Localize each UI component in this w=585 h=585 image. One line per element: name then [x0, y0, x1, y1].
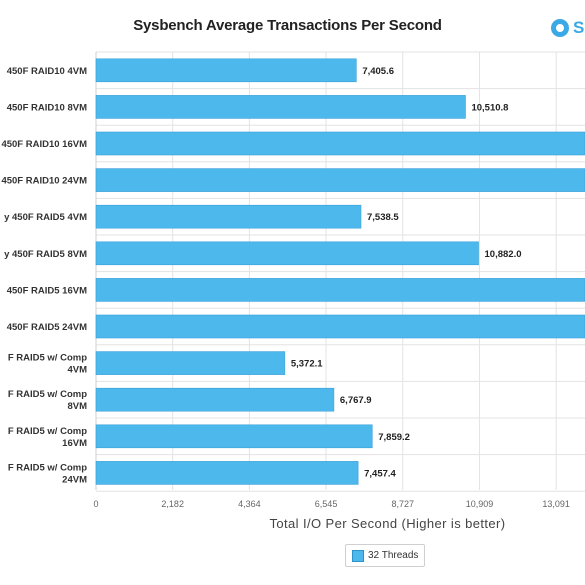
bar	[95, 241, 479, 266]
bar	[95, 351, 286, 375]
bar	[95, 278, 585, 302]
chart-title: Sysbench Average Transactions Per Second	[133, 17, 442, 34]
category-label: 450F RAID10 24VM	[1, 176, 87, 187]
bar	[95, 387, 335, 412]
category-label: y 450F RAID5 8VM	[4, 249, 87, 260]
category-label: F RAID5 w/ Comp	[8, 389, 87, 400]
bar-value-label: 6,767.9	[340, 395, 372, 406]
bar	[95, 58, 357, 83]
category-label: 4VM	[67, 365, 87, 376]
legend[interactable]: 32 Threads	[345, 544, 426, 567]
category-label: 450F RAID5 24VM	[7, 322, 87, 333]
logo-text: S	[573, 18, 585, 37]
x-tick-label: 10,909	[466, 499, 494, 509]
category-label: 450F RAID5 16VM	[7, 285, 87, 296]
bar	[95, 461, 359, 485]
bar-value-label: 7,457.4	[364, 468, 396, 479]
x-tick-label: 4,364	[238, 499, 261, 509]
bar	[95, 424, 373, 449]
category-label: F RAID5 w/ Comp	[8, 353, 87, 364]
bar	[95, 95, 466, 119]
bar	[95, 131, 585, 156]
bar-value-label: 5,372.1	[291, 359, 323, 370]
bar-value-label: 10,510.8	[471, 102, 508, 113]
logo-icon	[551, 19, 569, 37]
bar-value-label: 7,538.5	[367, 212, 399, 223]
category-label: 24VM	[62, 474, 87, 485]
category-label: F RAID5 w/ Comp	[8, 462, 87, 473]
bar-value-label: 7,405.6	[362, 66, 394, 77]
brand-logo: S	[551, 17, 584, 39]
x-tick-label: 0	[93, 499, 98, 509]
category-label: 16VM	[62, 438, 87, 449]
bar	[95, 314, 585, 339]
bar	[95, 168, 585, 192]
category-label: 8VM	[67, 401, 87, 412]
x-tick-label: 13,091	[542, 499, 570, 509]
bar	[95, 204, 362, 229]
x-axis-label: Total I/O Per Second (Higher is better)	[269, 516, 506, 531]
bar-value-label: 7,859.2	[378, 432, 410, 443]
x-tick-label: 8,727	[391, 499, 414, 509]
x-tick-label: 2,182	[161, 499, 184, 509]
category-label: 450F RAID10 8VM	[7, 102, 87, 113]
legend-label: 32 Threads	[368, 550, 419, 561]
category-label: F RAID5 w/ Comp	[8, 426, 87, 437]
x-tick-label: 6,545	[315, 499, 338, 509]
bar-value-label: 10,882.0	[485, 249, 522, 260]
category-label: 450F RAID10 16VM	[1, 139, 87, 150]
legend-swatch	[352, 549, 364, 562]
category-label: 450F RAID10 4VM	[7, 66, 87, 77]
category-label: y 450F RAID5 4VM	[4, 212, 87, 223]
